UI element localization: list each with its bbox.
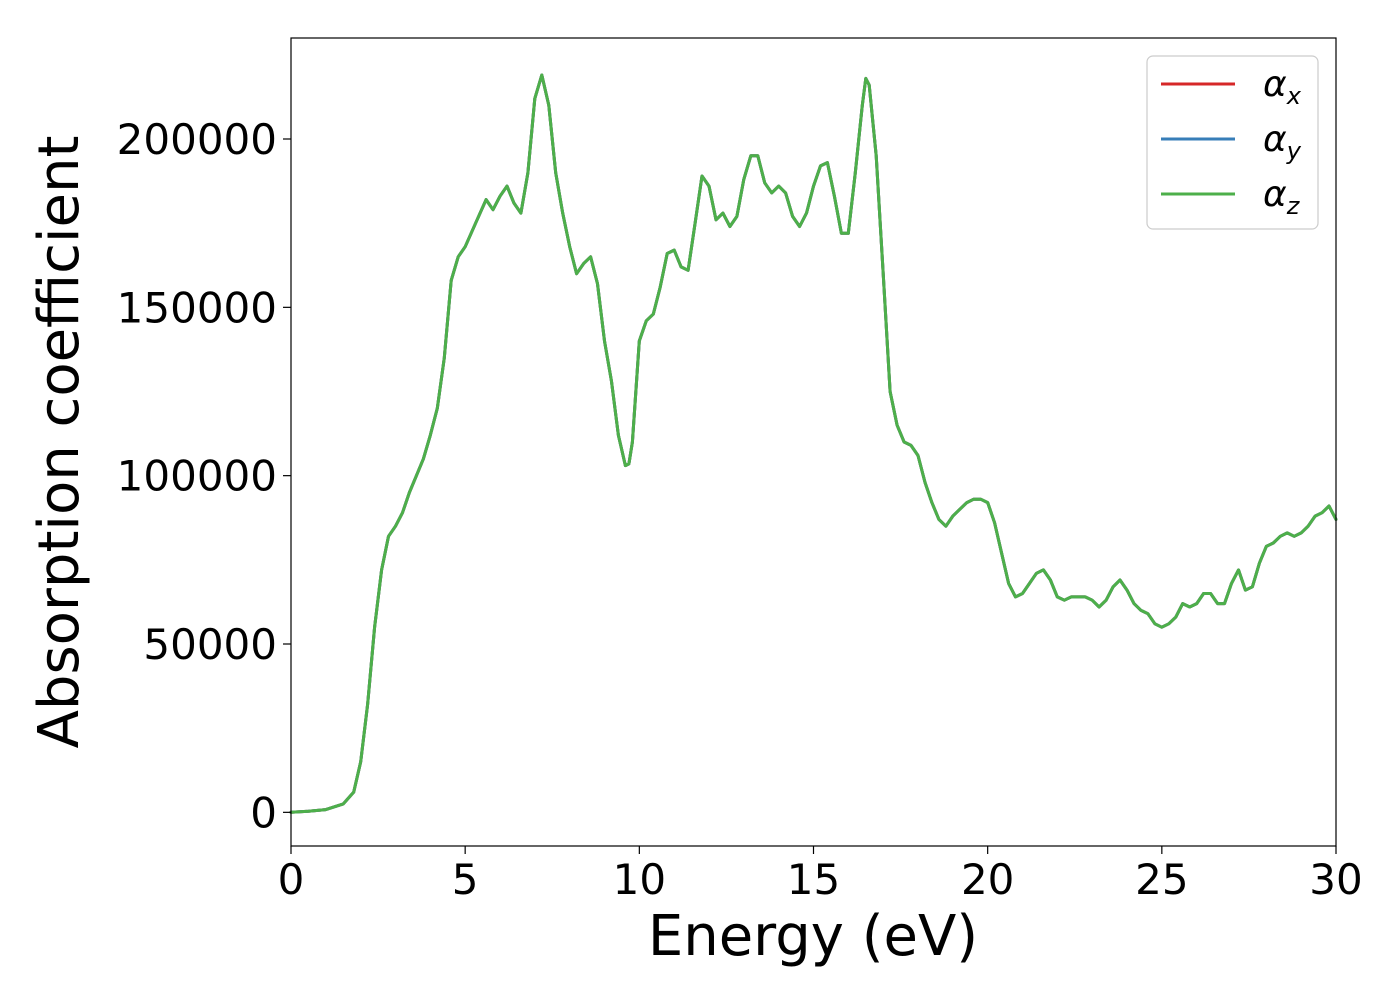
y-axis-ticks: 0 50000 100000 150000 200000 bbox=[117, 115, 291, 837]
series-layer bbox=[289, 73, 1338, 814]
y-tick-label: 150000 bbox=[117, 283, 277, 332]
x-tick-label: 30 bbox=[1309, 855, 1362, 904]
y-tick-label: 200000 bbox=[117, 115, 277, 164]
legend-box bbox=[1146, 55, 1319, 230]
legend-label-x: αx bbox=[1263, 64, 1302, 110]
series-line-z bbox=[289, 73, 1338, 814]
legend-label-y: αy bbox=[1263, 119, 1302, 165]
x-tick-label: 15 bbox=[787, 855, 840, 904]
y-axis-title: Absorption coefficient bbox=[27, 136, 92, 749]
x-axis-title: Energy (eV) bbox=[648, 904, 978, 969]
x-tick-label: 20 bbox=[961, 855, 1014, 904]
x-tick-label: 25 bbox=[1135, 855, 1188, 904]
y-tick-label: 0 bbox=[250, 788, 277, 837]
x-tick-label: 10 bbox=[613, 855, 666, 904]
x-tick-label: 5 bbox=[452, 855, 479, 904]
x-tick-label: 0 bbox=[278, 855, 305, 904]
y-tick-label: 50000 bbox=[143, 620, 277, 669]
x-axis-ticks: 0 5 10 15 20 25 30 bbox=[278, 846, 1363, 904]
y-tick-label: 100000 bbox=[117, 452, 277, 501]
